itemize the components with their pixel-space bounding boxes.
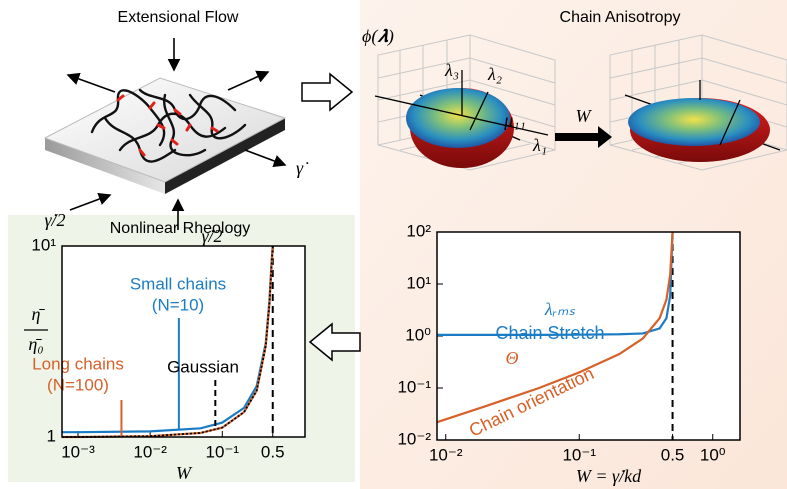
density-label: ϕ(𝝀) xyxy=(362,26,394,47)
x-tick-label: 0.5 xyxy=(661,445,685,464)
y-tick-label: 10² xyxy=(406,221,431,240)
series-label: Small chains xyxy=(130,274,226,293)
x-tick-label: 10⁻¹ xyxy=(206,442,240,461)
half-rate-label: γ̇/2 xyxy=(44,210,65,230)
figure: Extensional Flow γ̇ γ̇/2 γ̇/2 xyxy=(0,0,787,489)
x-axis-label: W xyxy=(176,463,193,483)
x-tick-label: 0.5 xyxy=(261,442,285,461)
y-tick-label: 10⁻² xyxy=(397,429,431,448)
y-axis-label: η̄₀ xyxy=(28,334,43,354)
series-label: Θ xyxy=(506,348,519,368)
chart-title: Nonlinear Rheology xyxy=(110,220,251,237)
x-tick-label: 10⁻³ xyxy=(61,442,95,461)
arrow-label: W xyxy=(576,106,593,126)
axis-label: λ₂ xyxy=(487,64,502,84)
series-detail: (N=100) xyxy=(47,375,109,394)
series-label: Gaussian xyxy=(167,357,239,376)
axis-label: λ₁ xyxy=(532,135,547,155)
series-label: Long chains xyxy=(32,354,124,373)
x-tick-label: 10⁻¹ xyxy=(562,445,596,464)
y-tick-label: 10¹ xyxy=(406,273,431,292)
y-tick-label: 10⁻¹ xyxy=(397,377,431,396)
y-tick-label: 1 xyxy=(47,426,56,445)
x-axis-label: W = γ̇/kd xyxy=(576,466,642,486)
flow-schematic: Extensional Flow γ̇ γ̇/2 γ̇/2 xyxy=(44,9,309,246)
axis-label: μ₁₁ xyxy=(503,110,526,130)
flow-arrow xyxy=(302,74,352,110)
x-tick-label: 10⁻² xyxy=(429,445,463,464)
series-label: λᵣₘₛ xyxy=(544,299,575,319)
x-tick-label: 10⁻² xyxy=(133,442,167,461)
x-tick-label: 10⁰ xyxy=(700,445,726,464)
y-tick-label: 10¹ xyxy=(31,235,56,254)
series-detail: Chain Stretch xyxy=(495,323,604,343)
anisotropy-title: Chain Anisotropy xyxy=(560,9,681,26)
axis-label: λ₃ xyxy=(444,60,459,80)
y-tick-label: 10⁰ xyxy=(405,325,431,344)
rate-label: γ̇ xyxy=(296,158,309,178)
ellipsoid-cap xyxy=(628,98,760,146)
series-detail: (N=10) xyxy=(152,295,204,314)
flow-title: Extensional Flow xyxy=(118,9,239,26)
ellipsoid-cap xyxy=(406,88,510,148)
